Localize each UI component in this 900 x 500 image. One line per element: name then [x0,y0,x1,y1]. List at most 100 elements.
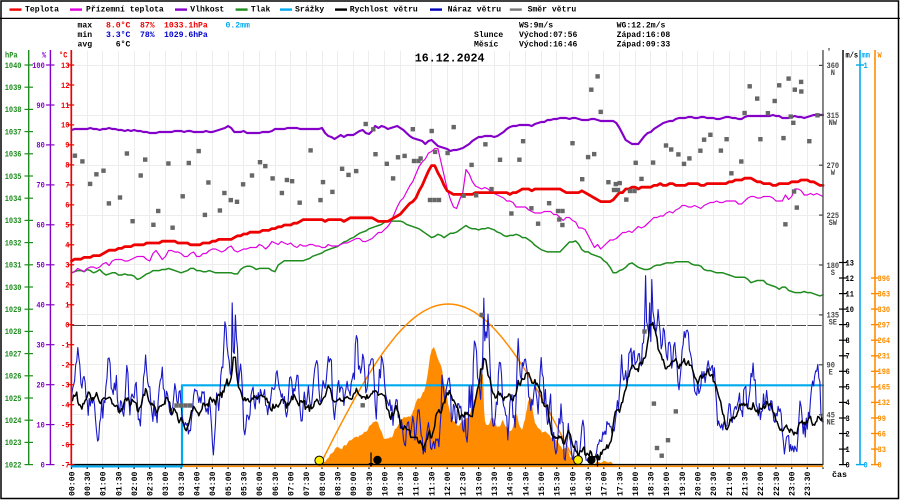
svg-text:100: 100 [32,62,45,71]
svg-text:60: 60 [36,222,45,231]
svg-text:18:30: 18:30 [648,471,657,496]
svg-text:1030: 1030 [5,284,22,293]
svg-text:1033: 1033 [5,217,22,226]
svg-text:14:30: 14:30 [522,471,531,496]
svg-text:07:30: 07:30 [303,471,312,496]
svg-text:04:00: 04:00 [194,471,203,496]
svg-text:165: 165 [878,384,891,393]
svg-text:70: 70 [36,182,45,191]
svg-text:12: 12 [61,82,70,91]
svg-text:Východ:07:56: Východ:07:56 [519,31,578,40]
svg-text:1: 1 [65,302,69,311]
svg-text:W: W [878,52,882,61]
svg-text:10: 10 [36,421,45,430]
svg-text:87%: 87% [140,22,155,31]
svg-text:-5: -5 [61,421,70,430]
svg-text:90: 90 [36,102,45,111]
svg-text:01:30: 01:30 [115,471,124,496]
svg-text:m/s: m/s [846,52,859,61]
svg-text:1: 1 [846,446,850,455]
svg-text:1027: 1027 [5,350,22,359]
svg-text:135: 135 [827,312,840,321]
svg-text:23:00: 23:00 [788,471,797,496]
svg-text:8.0°C: 8.0°C [106,22,131,31]
svg-text:0: 0 [864,461,868,470]
svg-text:°C: °C [59,52,68,61]
svg-text:17:00: 17:00 [601,471,610,496]
svg-text:%: % [42,52,46,61]
svg-text:132: 132 [878,399,891,408]
svg-text:0.2mm: 0.2mm [226,22,251,31]
svg-text:40: 40 [36,302,45,311]
svg-text:06:30: 06:30 [272,471,281,496]
svg-text:2: 2 [846,430,850,439]
svg-text:1034: 1034 [5,195,22,204]
svg-text:6: 6 [65,202,69,211]
svg-text:78%: 78% [140,31,155,40]
svg-text:00:30: 00:30 [84,471,93,496]
svg-text:2: 2 [65,282,69,291]
svg-text:Slunce: Slunce [474,31,503,40]
svg-text:Teplota: Teplota [25,6,59,15]
svg-text:8: 8 [65,162,69,171]
svg-text:264: 264 [878,337,891,346]
svg-text:12:00: 12:00 [444,471,453,496]
svg-text:8: 8 [846,337,850,346]
svg-text:WS:9m/s: WS:9m/s [519,22,553,31]
svg-text:1032: 1032 [5,239,22,248]
svg-text:7: 7 [65,182,69,191]
svg-text:4: 4 [65,242,69,251]
svg-text:00:00: 00:00 [68,471,77,496]
svg-text:-1: -1 [61,342,70,351]
svg-text:1036: 1036 [5,151,22,160]
svg-text:06:00: 06:00 [256,471,265,496]
svg-text:11: 11 [61,102,70,111]
svg-text:45: 45 [827,412,836,421]
svg-text:05:30: 05:30 [241,471,250,496]
svg-text:03:30: 03:30 [178,471,187,496]
svg-text:1022: 1022 [5,461,22,470]
svg-text:1035: 1035 [5,173,22,182]
svg-text:NE: NE [827,419,836,428]
svg-text:1031: 1031 [5,262,22,271]
svg-text:1028: 1028 [5,328,22,337]
svg-text:1023: 1023 [5,439,22,448]
svg-text:13:30: 13:30 [491,471,500,496]
svg-text:180: 180 [827,262,840,271]
svg-text:E: E [829,369,833,378]
svg-text:16:30: 16:30 [585,471,594,496]
svg-text:11:00: 11:00 [413,471,422,496]
svg-text:90: 90 [827,362,836,371]
svg-text:18:00: 18:00 [632,471,641,496]
svg-text:4: 4 [846,399,850,408]
svg-text:396: 396 [878,275,891,284]
svg-text:0: 0 [65,322,69,331]
svg-text:297: 297 [878,321,891,330]
svg-text:WG:12.2m/s: WG:12.2m/s [617,22,666,31]
svg-text:6°C: 6°C [116,41,131,50]
svg-text:-3: -3 [61,382,70,391]
svg-text:13: 13 [846,259,855,268]
svg-text:3: 3 [846,415,850,424]
svg-text:225: 225 [827,212,840,221]
svg-text:30: 30 [36,342,45,351]
svg-text:S: S [831,269,835,278]
svg-text:0: 0 [41,461,45,470]
svg-text:198: 198 [878,368,891,377]
svg-text:231: 231 [878,353,891,362]
svg-text:-7: -7 [61,461,70,470]
svg-text:Náraz větru: Náraz větru [448,6,502,15]
svg-text:-6: -6 [61,441,70,450]
svg-text:22:30: 22:30 [773,471,782,496]
svg-text:1037: 1037 [5,128,22,137]
svg-text:6: 6 [846,368,850,377]
svg-text:17:30: 17:30 [616,471,625,496]
svg-text:1038: 1038 [5,106,22,115]
svg-text:mm: mm [862,52,871,61]
svg-text:-2: -2 [61,362,70,371]
svg-text:01:00: 01:00 [100,471,109,496]
svg-text:1029.6hPa: 1029.6hPa [164,31,208,40]
svg-text:09:00: 09:00 [350,471,359,496]
svg-text:23:30: 23:30 [804,471,813,496]
svg-text:04:30: 04:30 [209,471,218,496]
